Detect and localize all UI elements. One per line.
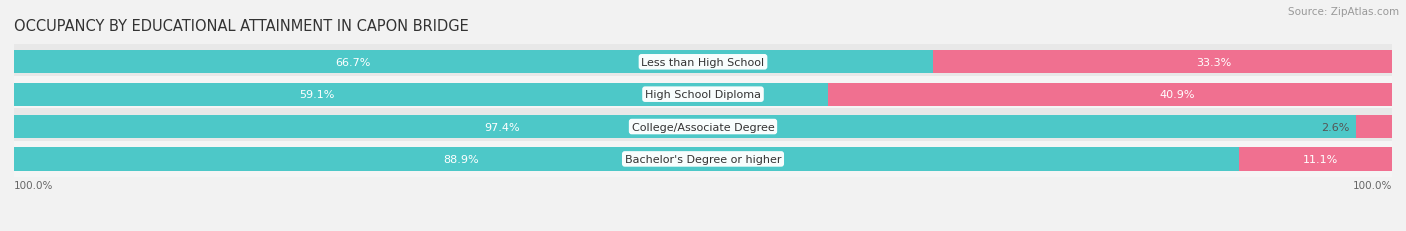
Text: College/Associate Degree: College/Associate Degree (631, 122, 775, 132)
Text: 100.0%: 100.0% (1353, 180, 1392, 190)
Text: 59.1%: 59.1% (299, 90, 335, 100)
Bar (14, 116, 1357, 139)
Text: Bachelor's Degree or higher: Bachelor's Degree or higher (624, 154, 782, 164)
Bar (14, 109, 1392, 145)
Bar (14, 77, 1392, 113)
Bar (1357, 116, 1392, 139)
Text: 88.9%: 88.9% (443, 154, 478, 164)
Bar (14, 83, 828, 106)
Bar (14, 51, 934, 74)
Text: Source: ZipAtlas.com: Source: ZipAtlas.com (1288, 7, 1399, 17)
Bar (828, 83, 1392, 106)
Text: 33.3%: 33.3% (1197, 58, 1232, 67)
Bar (14, 45, 1392, 81)
Text: 40.9%: 40.9% (1159, 90, 1195, 100)
Text: High School Diploma: High School Diploma (645, 90, 761, 100)
Bar (934, 51, 1392, 74)
Bar (14, 141, 1392, 177)
Bar (14, 148, 1239, 171)
Text: OCCUPANCY BY EDUCATIONAL ATTAINMENT IN CAPON BRIDGE: OCCUPANCY BY EDUCATIONAL ATTAINMENT IN C… (14, 18, 468, 33)
Text: 11.1%: 11.1% (1303, 154, 1339, 164)
Text: 97.4%: 97.4% (484, 122, 519, 132)
Text: 100.0%: 100.0% (14, 180, 53, 190)
Text: 2.6%: 2.6% (1320, 122, 1350, 132)
Text: 66.7%: 66.7% (336, 58, 371, 67)
Bar (1239, 148, 1392, 171)
Text: Less than High School: Less than High School (641, 58, 765, 67)
